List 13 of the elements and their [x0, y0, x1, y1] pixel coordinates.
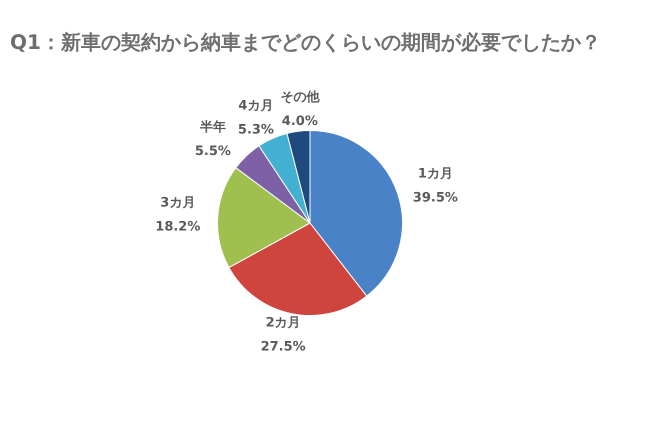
slice-label: 3カ月: [160, 195, 196, 210]
slice-label: 1カ月: [418, 166, 453, 182]
data-label: 39.5%: [412, 190, 458, 206]
slice-label: 半年: [198, 120, 226, 136]
slice-label: 4カ月: [238, 98, 274, 114]
data-label: 5.5%: [194, 144, 231, 160]
data-label: 5.3%: [238, 122, 274, 138]
slice-label: その他: [280, 90, 320, 105]
data-label: 27.5%: [260, 339, 306, 354]
chart-title: Q1：新車の契約から納車までどのくらいの期間が必要でしたか？: [10, 30, 601, 54]
slice-label: 2カ月: [266, 315, 301, 330]
data-label: 18.2%: [155, 219, 200, 234]
data-label: 4.0%: [282, 114, 318, 129]
